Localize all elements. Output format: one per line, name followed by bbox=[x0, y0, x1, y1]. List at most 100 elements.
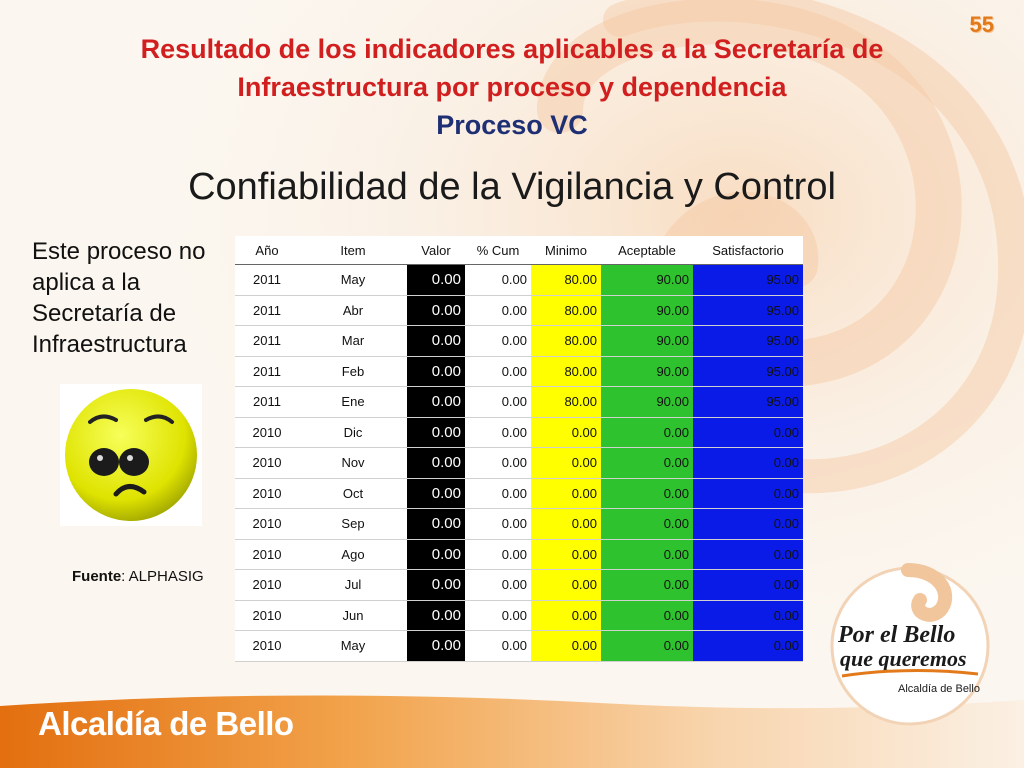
cell-aceptable: 0.00 bbox=[601, 569, 693, 601]
cell-valor: 0.00 bbox=[407, 508, 465, 540]
table-row: 2010 Jun 0.00 0.00 0.00 0.00 0.00 bbox=[235, 600, 803, 631]
cell-valor: 0.00 bbox=[407, 447, 465, 479]
cell-cum: 0.00 bbox=[465, 356, 531, 387]
slide-title: Resultado de los indicadores aplicables … bbox=[0, 30, 1024, 106]
footer-brand: Alcaldía de Bello bbox=[38, 705, 294, 742]
cell-item: Mar bbox=[299, 325, 407, 357]
cell-year: 2010 bbox=[235, 569, 299, 601]
column-header: Aceptable bbox=[601, 236, 693, 265]
cell-minimo: 0.00 bbox=[531, 447, 601, 479]
cell-satisfactorio: 0.00 bbox=[693, 569, 803, 601]
cell-cum: 0.00 bbox=[465, 417, 531, 448]
cell-cum: 0.00 bbox=[465, 295, 531, 326]
cell-item: Feb bbox=[299, 356, 407, 387]
column-header: Año bbox=[235, 236, 299, 265]
cell-satisfactorio: 0.00 bbox=[693, 539, 803, 570]
cell-aceptable: 0.00 bbox=[601, 478, 693, 509]
cell-minimo: 80.00 bbox=[531, 325, 601, 357]
cell-satisfactorio: 0.00 bbox=[693, 417, 803, 448]
source-value: : ALPHASIG bbox=[121, 568, 204, 585]
cell-valor: 0.00 bbox=[407, 600, 465, 631]
cell-aceptable: 0.00 bbox=[601, 447, 693, 479]
cell-minimo: 80.00 bbox=[531, 386, 601, 418]
cell-year: 2011 bbox=[235, 295, 299, 326]
cell-minimo: 0.00 bbox=[531, 600, 601, 631]
cell-year: 2010 bbox=[235, 508, 299, 540]
table-row: 2010 Sep 0.00 0.00 0.00 0.00 0.00 bbox=[235, 508, 803, 540]
sad-face-icon bbox=[65, 389, 197, 521]
cell-year: 2011 bbox=[235, 356, 299, 387]
cell-aceptable: 90.00 bbox=[601, 264, 693, 296]
table-row: 2011 Feb 0.00 0.00 80.00 90.00 95.00 bbox=[235, 356, 803, 387]
cell-minimo: 80.00 bbox=[531, 356, 601, 387]
column-header: Satisfactorio bbox=[693, 236, 803, 265]
cell-cum: 0.00 bbox=[465, 386, 531, 418]
cell-cum: 0.00 bbox=[465, 569, 531, 601]
cell-satisfactorio: 0.00 bbox=[693, 630, 803, 662]
cell-valor: 0.00 bbox=[407, 417, 465, 448]
cell-item: Sep bbox=[299, 508, 407, 540]
cell-valor: 0.00 bbox=[407, 356, 465, 387]
cell-year: 2011 bbox=[235, 325, 299, 357]
table-header-row: Año Item Valor% Cum Minimo Aceptable Satisfac… bbox=[235, 236, 803, 265]
cell-cum: 0.00 bbox=[465, 630, 531, 662]
cell-item: Ago bbox=[299, 539, 407, 570]
cell-valor: 0.00 bbox=[407, 264, 465, 296]
table-row: 2010 Jul 0.00 0.00 0.00 0.00 0.00 bbox=[235, 569, 803, 601]
cell-aceptable: 90.00 bbox=[601, 356, 693, 387]
cell-cum: 0.00 bbox=[465, 325, 531, 357]
title-line-1: Resultado de los indicadores aplicables … bbox=[140, 34, 884, 64]
page-number: 55 bbox=[969, 12, 994, 37]
cell-valor: 0.00 bbox=[407, 325, 465, 357]
cell-item: Jul bbox=[299, 569, 407, 601]
cell-aceptable: 0.00 bbox=[601, 600, 693, 631]
cell-year: 2010 bbox=[235, 600, 299, 631]
cell-minimo: 0.00 bbox=[531, 630, 601, 662]
cell-year: 2010 bbox=[235, 447, 299, 479]
cell-aceptable: 90.00 bbox=[601, 325, 693, 357]
source-label: Fuente bbox=[72, 568, 122, 585]
cell-satisfactorio: 95.00 bbox=[693, 325, 803, 357]
cell-valor: 0.00 bbox=[407, 539, 465, 570]
cell-satisfactorio: 95.00 bbox=[693, 386, 803, 418]
column-header: Minimo bbox=[531, 236, 601, 265]
cell-year: 2010 bbox=[235, 417, 299, 448]
logo-line-2: que queremos bbox=[840, 646, 967, 671]
cell-item: May bbox=[299, 264, 407, 296]
cell-item: Jun bbox=[299, 600, 407, 631]
table-row: 2011 Ene 0.00 0.00 80.00 90.00 95.00 bbox=[235, 386, 803, 418]
cell-aceptable: 0.00 bbox=[601, 508, 693, 540]
logo-line-3: Alcaldía de Bello bbox=[898, 683, 980, 695]
por-el-bello-logo: Por el Bello que queremos Alcaldía de Be… bbox=[830, 563, 990, 726]
cell-valor: 0.00 bbox=[407, 386, 465, 418]
cell-item: Ene bbox=[299, 386, 407, 418]
cell-minimo: 0.00 bbox=[531, 508, 601, 540]
cell-item: Dic bbox=[299, 417, 407, 448]
cell-valor: 0.00 bbox=[407, 569, 465, 601]
table-row: 2011 May 0.00 0.00 80.00 90.00 95.00 bbox=[235, 264, 803, 296]
cell-cum: 0.00 bbox=[465, 539, 531, 570]
cell-item: Nov bbox=[299, 447, 407, 479]
title-line-2: Infraestructura por proceso y dependenci… bbox=[237, 72, 787, 102]
cell-valor: 0.00 bbox=[407, 295, 465, 326]
cell-year: 2010 bbox=[235, 539, 299, 570]
cell-minimo: 80.00 bbox=[531, 295, 601, 326]
cell-aceptable: 90.00 bbox=[601, 295, 693, 326]
cell-aceptable: 0.00 bbox=[601, 630, 693, 662]
table-row: 2011 Abr 0.00 0.00 80.00 90.00 95.00 bbox=[235, 295, 803, 326]
cell-item: May bbox=[299, 630, 407, 662]
cell-cum: 0.00 bbox=[465, 447, 531, 479]
cell-satisfactorio: 0.00 bbox=[693, 478, 803, 509]
cell-year: 2010 bbox=[235, 478, 299, 509]
column-header: Valor bbox=[407, 236, 465, 265]
cell-cum: 0.00 bbox=[465, 478, 531, 509]
cell-minimo: 0.00 bbox=[531, 417, 601, 448]
cell-aceptable: 0.00 bbox=[601, 539, 693, 570]
source-note: Fuente: ALPHASIG bbox=[72, 568, 204, 585]
cell-year: 2011 bbox=[235, 386, 299, 418]
cell-cum: 0.00 bbox=[465, 508, 531, 540]
table-row: 2010 Ago 0.00 0.00 0.00 0.00 0.00 bbox=[235, 539, 803, 570]
cell-satisfactorio: 95.00 bbox=[693, 264, 803, 296]
cell-minimo: 0.00 bbox=[531, 569, 601, 601]
cell-aceptable: 0.00 bbox=[601, 417, 693, 448]
